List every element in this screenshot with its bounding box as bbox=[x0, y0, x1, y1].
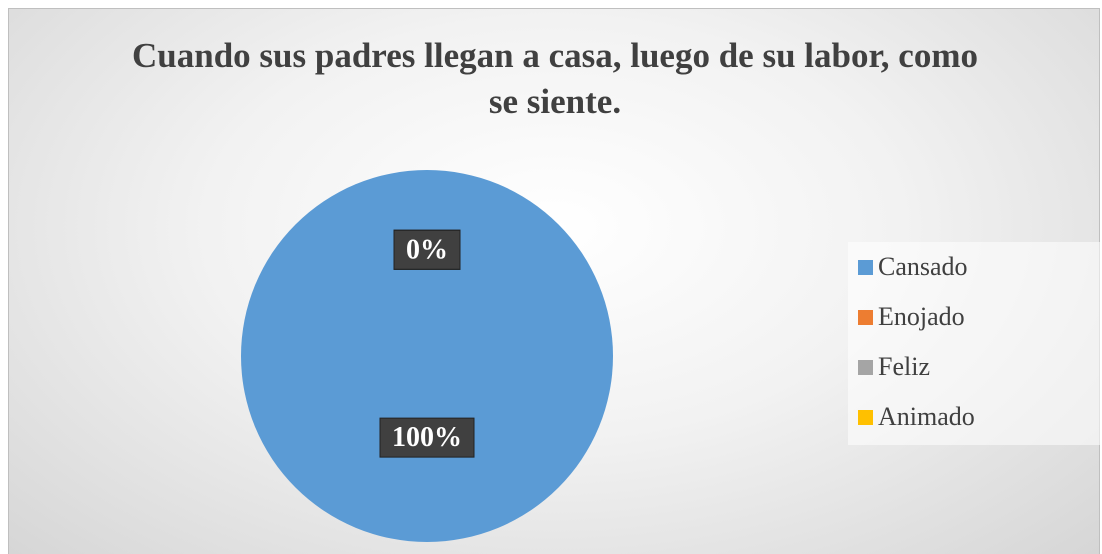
data-label-text: 100% bbox=[392, 422, 462, 453]
data-label: 0% bbox=[393, 229, 461, 270]
legend-label: Enojado bbox=[878, 302, 965, 331]
legend-label: Feliz bbox=[878, 352, 930, 381]
chart-title: Cuando sus padres llegan a casa, luego d… bbox=[132, 36, 978, 121]
legend-label: Animado bbox=[878, 402, 975, 431]
legend-swatch bbox=[858, 359, 873, 375]
data-label-box bbox=[379, 417, 475, 458]
legend: Cansado Enojado Feliz Animado bbox=[848, 242, 1100, 445]
legend-item: Feliz bbox=[858, 352, 930, 382]
title-wrap: Cuando sus padres llegan a casa, luego d… bbox=[9, 33, 1101, 125]
data-label-text: 0% bbox=[406, 234, 448, 265]
legend-swatch bbox=[858, 309, 873, 325]
legend-swatch bbox=[858, 409, 873, 425]
legend-item: Cansado bbox=[858, 252, 968, 282]
legend-swatch bbox=[858, 259, 873, 275]
legend-item: Enojado bbox=[858, 302, 965, 332]
legend-item: Animado bbox=[858, 402, 975, 432]
legend-label: Cansado bbox=[878, 252, 968, 281]
data-label-box bbox=[393, 229, 461, 270]
data-label: 100% bbox=[379, 417, 475, 458]
pie-slice bbox=[241, 170, 613, 542]
